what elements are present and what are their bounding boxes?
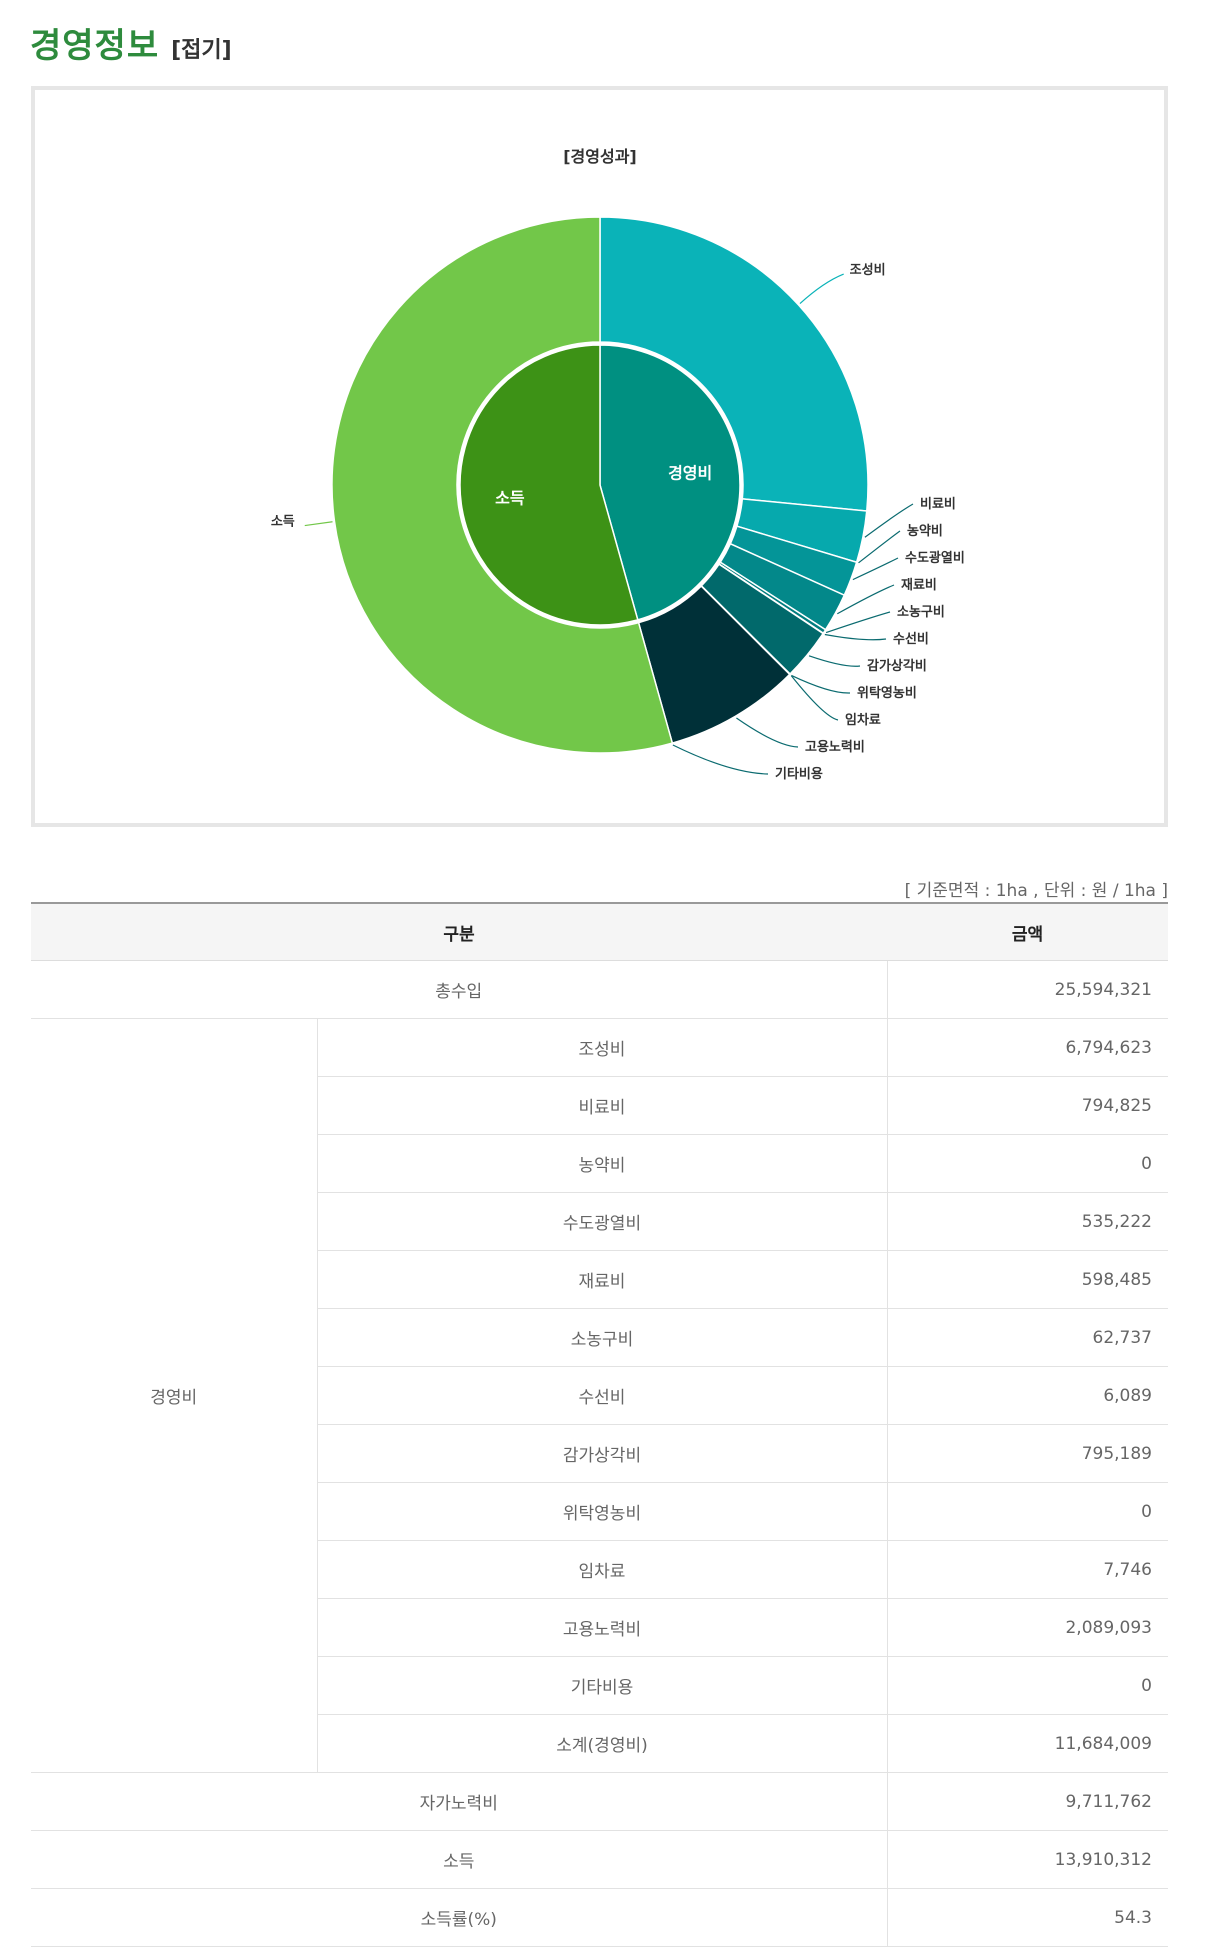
expense-group-label: 경영비 (31, 1018, 317, 1773)
row-value: 795,189 (886, 1424, 1168, 1483)
row-label: 자가노력비 (31, 1772, 887, 1831)
row-value: 535,222 (886, 1192, 1168, 1251)
leader-line (837, 584, 895, 615)
row-label: 총수입 (31, 960, 887, 1019)
table-row: 수도광열비 535,222 (31, 1192, 1168, 1251)
outer-slice-label: 감가상각비 (867, 659, 927, 674)
row-value: 6,794,623 (886, 1018, 1168, 1077)
row-value: 794,825 (886, 1076, 1168, 1135)
table-row: 경영비 조성비 6,794,623 (31, 1018, 1168, 1773)
row-label: 소농구비 (316, 1308, 887, 1367)
leader-line (864, 503, 914, 538)
table-row: 비료비 794,825 (31, 1076, 1168, 1135)
chart-title: [경영성과] (563, 147, 637, 166)
row-label: 기타비용 (316, 1656, 887, 1715)
leader-line (858, 530, 901, 564)
row-value: 11,684,009 (886, 1714, 1168, 1773)
row-value: 2,089,093 (886, 1598, 1168, 1657)
row-label: 소득 (31, 1830, 887, 1889)
row-value: 0 (886, 1134, 1168, 1193)
table-row: 수선비 6,089 (31, 1366, 1168, 1425)
row-label: 비료비 (316, 1076, 887, 1135)
header-category: 구분 (31, 902, 887, 961)
outer-slice-label: 기타비용 (775, 766, 823, 782)
leader-line (791, 674, 851, 694)
table-row: 감가상각비 795,189 (31, 1424, 1168, 1483)
header-amount: 금액 (887, 902, 1168, 961)
leader-line (736, 717, 799, 748)
outer-slice (331, 216, 674, 754)
row-label: 감가상각비 (316, 1424, 887, 1483)
table-row: 소농구비 62,737 (31, 1308, 1168, 1367)
leader-line (304, 521, 333, 527)
row-value: 25,594,321 (886, 960, 1168, 1019)
table-row: 소득률(%) 54.3 (31, 1888, 1168, 1947)
table-row: 재료비 598,485 (31, 1250, 1168, 1309)
outer-slice-label: 소득 (271, 515, 295, 530)
table-row: 임차료 7,746 (31, 1540, 1168, 1599)
inner-slice (599, 344, 741, 621)
table-row: 위탁영농비 0 (31, 1482, 1168, 1541)
unit-note: [ 기준면적 : 1ha , 단위 : 원 / 1ha ] (904, 881, 1168, 901)
outer-slice (599, 216, 869, 512)
outer-slice-label: 임차료 (845, 712, 881, 728)
leader-line (824, 633, 887, 641)
table-row: 소득 13,910,312 (31, 1830, 1168, 1889)
row-label: 조성비 (316, 1018, 887, 1077)
leader-line (852, 557, 899, 581)
outer-slice-label: 비료비 (920, 497, 956, 512)
table-row: 고용노력비 2,089,093 (31, 1598, 1168, 1657)
leader-line (672, 744, 769, 775)
inner-slice-label: 경영비 (668, 464, 712, 483)
outer-slice-label: 농약비 (907, 523, 943, 539)
row-label: 수도광열비 (316, 1192, 887, 1251)
table-row: 기타비용 0 (31, 1656, 1168, 1715)
leader-line (790, 675, 839, 721)
collapse-toggle[interactable]: [접기] (171, 38, 232, 63)
outer-slice-label: 조성비 (850, 263, 886, 278)
leader-line (808, 655, 861, 667)
section-header: 경영정보 [접기] (30, 18, 232, 67)
row-label: 소계(경영비) (316, 1714, 887, 1773)
row-label: 수선비 (316, 1366, 887, 1425)
table-row: 자가노력비 9,711,762 (31, 1772, 1168, 1831)
row-label: 위탁영농비 (316, 1482, 887, 1541)
row-value: 6,089 (886, 1366, 1168, 1425)
row-value: 13,910,312 (886, 1830, 1168, 1889)
row-value: 598,485 (886, 1250, 1168, 1309)
outer-slice-label: 소농구비 (897, 605, 945, 620)
table-row: 소계(경영비) 11,684,009 (31, 1714, 1168, 1773)
row-value: 62,737 (886, 1308, 1168, 1367)
inner-slice-label: 소득 (495, 488, 525, 507)
outer-slice-label: 수도광열비 (905, 550, 965, 566)
management-table: 구분 금액 총수입 25,594,321 경영비 조성비 6,794,623 비료비 794… (31, 902, 1168, 1947)
row-label: 임차료 (316, 1540, 887, 1599)
table-row: 농약비 0 (31, 1134, 1168, 1193)
outer-slice-label: 위탁영농비 (857, 685, 917, 701)
leader-line (799, 273, 844, 305)
row-label: 농약비 (316, 1134, 887, 1193)
outer-slice-label: 재료비 (901, 578, 937, 593)
row-value: 9,711,762 (886, 1772, 1168, 1831)
outer-slice-label: 고용노력비 (805, 739, 865, 755)
row-value: 54.3 (886, 1888, 1168, 1947)
outer-slice-label: 수선비 (893, 631, 929, 647)
section-title: 경영정보 (30, 26, 160, 66)
row-value: 0 (886, 1656, 1168, 1715)
leader-line (825, 611, 891, 634)
row-label: 고용노력비 (316, 1598, 887, 1657)
row-value: 7,746 (886, 1540, 1168, 1599)
inner-slice (459, 344, 639, 626)
row-label: 소득률(%) (31, 1888, 887, 1947)
table-row: 총수입 25,594,321 (31, 960, 1168, 1019)
row-value: 0 (886, 1482, 1168, 1541)
row-label: 재료비 (316, 1250, 887, 1309)
